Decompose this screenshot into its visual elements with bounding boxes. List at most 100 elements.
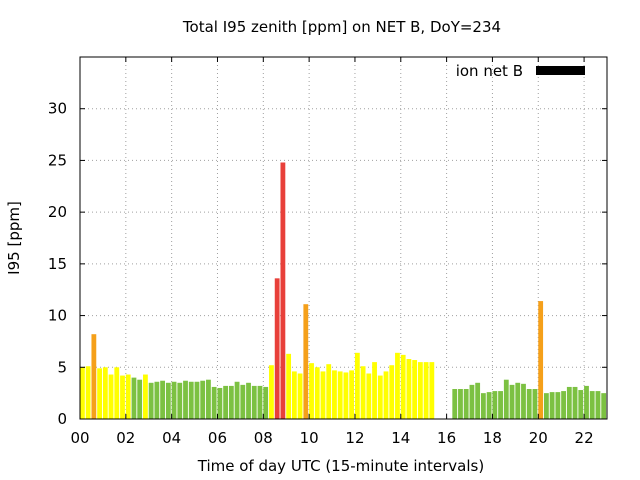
legend: ion net B xyxy=(456,62,585,80)
bar xyxy=(566,386,572,419)
bar xyxy=(366,373,372,419)
y-tick-labels: 0 5 10 15 20 25 30 xyxy=(48,100,67,428)
bar xyxy=(400,354,406,419)
bar xyxy=(269,365,274,419)
bar xyxy=(601,393,607,419)
bar xyxy=(217,387,223,419)
bar xyxy=(503,379,509,419)
y-tick-label: 5 xyxy=(57,358,67,376)
bar xyxy=(452,389,458,419)
bar xyxy=(349,370,355,419)
bar xyxy=(377,375,383,419)
bar xyxy=(240,384,246,419)
bar xyxy=(257,385,263,419)
y-tick-label: 30 xyxy=(48,100,67,118)
bar xyxy=(429,362,435,419)
bars xyxy=(80,162,607,420)
bar xyxy=(572,386,578,419)
legend-swatch xyxy=(536,66,585,75)
bar xyxy=(120,375,125,419)
x-axis-label: Time of day UTC (15-minute intervals) xyxy=(197,457,484,475)
bar xyxy=(480,393,486,419)
bar xyxy=(526,389,532,419)
bar xyxy=(469,384,475,419)
bar xyxy=(492,391,498,419)
legend-label: ion net B xyxy=(456,62,523,80)
bar xyxy=(475,382,481,419)
bar xyxy=(194,381,200,419)
bar xyxy=(498,391,503,419)
bar xyxy=(234,381,240,419)
bar xyxy=(154,381,160,419)
bar xyxy=(343,372,349,419)
plot-frame xyxy=(79,56,608,420)
bar xyxy=(337,371,343,419)
x-tick-label: 00 xyxy=(70,429,89,447)
axis-ticks xyxy=(79,57,607,420)
bar xyxy=(286,353,292,419)
bar xyxy=(80,367,85,419)
bar xyxy=(263,386,269,419)
bar xyxy=(297,373,303,419)
x-tick-label: 18 xyxy=(483,429,502,447)
bar xyxy=(228,385,234,419)
bar xyxy=(274,278,280,419)
x-tick-label: 14 xyxy=(391,429,410,447)
bar xyxy=(160,380,166,419)
bar xyxy=(85,366,91,419)
bar xyxy=(595,391,601,419)
x-tick-label: 22 xyxy=(575,429,594,447)
bar xyxy=(314,367,320,419)
bar xyxy=(549,392,555,419)
bar xyxy=(538,301,544,419)
x-tick-label: 20 xyxy=(529,429,548,447)
bar xyxy=(114,367,120,419)
bar xyxy=(97,368,102,419)
bar xyxy=(251,385,257,419)
x-tick-label: 10 xyxy=(300,429,319,447)
bar xyxy=(303,304,309,419)
bar xyxy=(389,365,395,419)
x-tick-label: 06 xyxy=(208,429,227,447)
y-tick-label: 10 xyxy=(48,307,67,325)
bar xyxy=(372,362,377,419)
bar xyxy=(223,385,229,419)
bar xyxy=(309,363,314,419)
bar xyxy=(102,367,108,419)
bar xyxy=(360,366,366,419)
grid-lines xyxy=(80,57,607,419)
bar xyxy=(171,381,177,419)
bar xyxy=(183,380,188,419)
bar xyxy=(165,382,171,419)
bar xyxy=(332,370,337,419)
bar xyxy=(532,389,538,419)
x-tick-label: 16 xyxy=(437,429,456,447)
y-tick-label: 25 xyxy=(48,151,67,169)
bar xyxy=(177,382,183,419)
bar xyxy=(280,162,286,420)
bar xyxy=(326,364,332,419)
bar xyxy=(561,391,566,419)
bar xyxy=(395,352,400,419)
bar xyxy=(412,360,418,419)
x-tick-labels: 00 02 04 06 08 10 12 14 16 18 20 22 xyxy=(70,429,593,447)
bar xyxy=(515,382,521,419)
bar xyxy=(211,386,217,419)
bar xyxy=(423,362,429,419)
bar xyxy=(200,380,206,419)
bar xyxy=(578,390,584,419)
bar xyxy=(521,383,526,419)
x-tick-label: 08 xyxy=(254,429,273,447)
bar xyxy=(206,379,211,419)
bar xyxy=(383,371,389,419)
x-tick-label: 02 xyxy=(116,429,135,447)
bar xyxy=(555,392,561,419)
bar xyxy=(486,392,492,419)
bar xyxy=(188,381,194,419)
y-tick-label: 15 xyxy=(48,255,67,273)
bar xyxy=(320,371,326,419)
bar xyxy=(354,352,360,419)
y-tick-label: 0 xyxy=(57,410,67,428)
x-tick-label: 12 xyxy=(345,429,364,447)
